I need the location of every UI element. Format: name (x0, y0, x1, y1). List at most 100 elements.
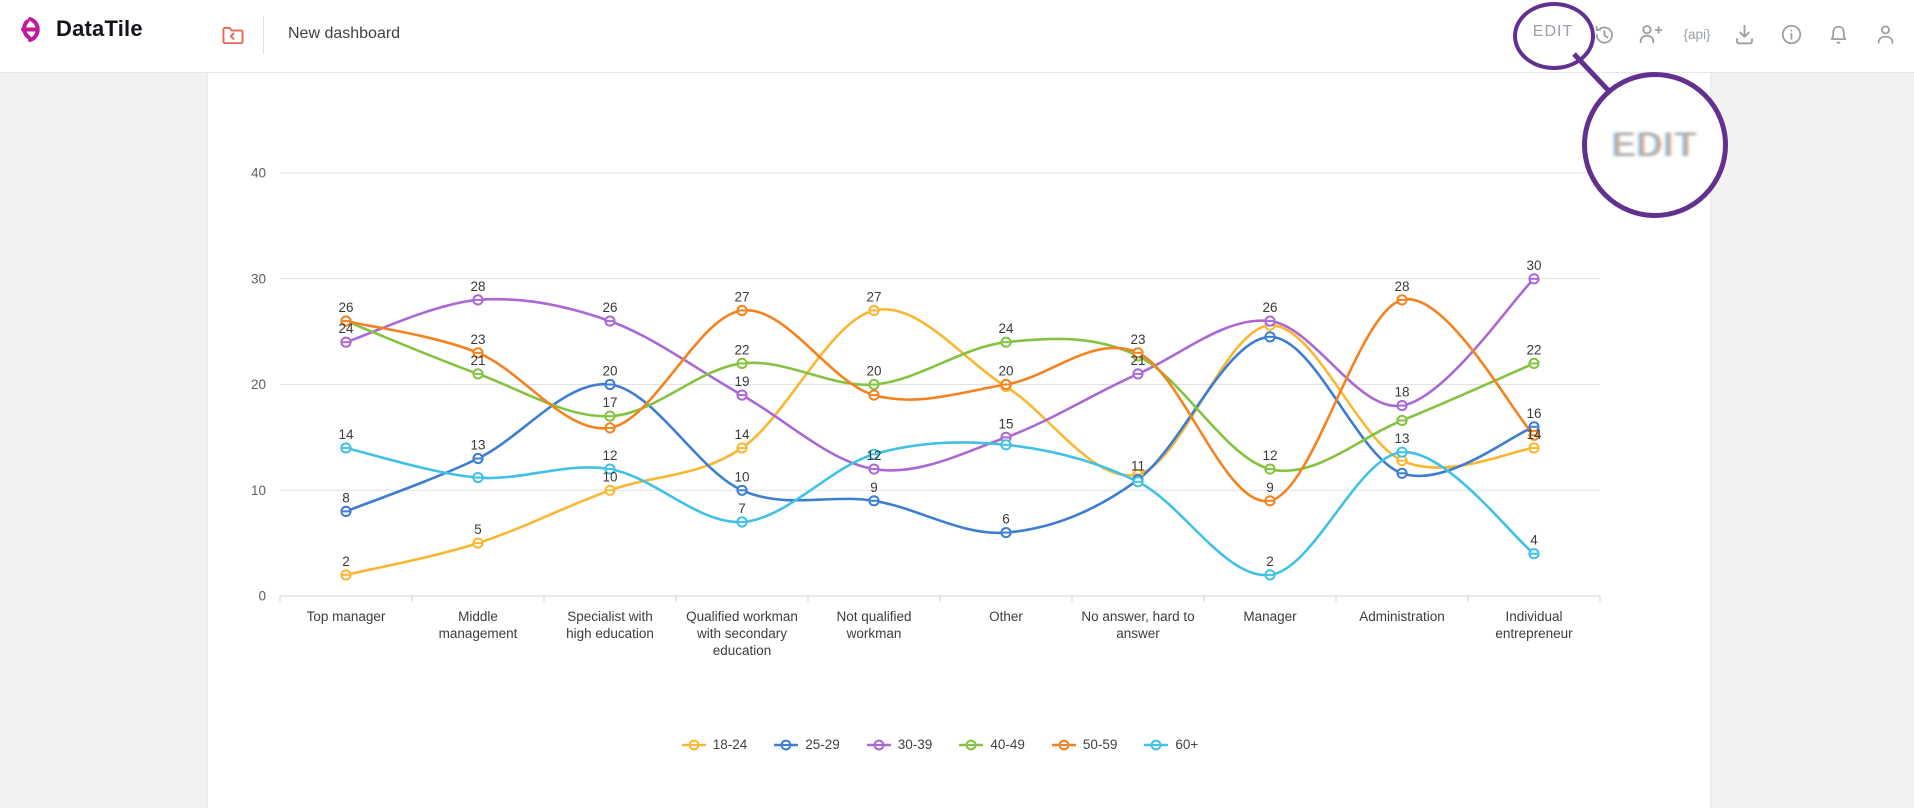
y-axis-label: 30 (251, 271, 266, 286)
data-label: 4 (1530, 533, 1538, 548)
user-icon (1877, 24, 1893, 44)
notifications-button[interactable] (1825, 21, 1851, 47)
category-label: Not qualified (836, 609, 911, 624)
data-label: 28 (1394, 279, 1409, 294)
category-label: Top manager (307, 609, 386, 624)
data-label: 12 (866, 448, 881, 463)
edit-button[interactable]: EDIT (1522, 18, 1584, 46)
legend-marker-icon (959, 739, 984, 750)
app-logo[interactable]: DataTile (20, 14, 143, 44)
back-to-folder-button[interactable] (220, 22, 246, 48)
chart-legend: 18-24 25-29 30-39 40-49 50-59 60+ (280, 737, 1600, 752)
y-axis-label: 20 (251, 377, 266, 392)
folder-back-icon (222, 27, 244, 45)
data-label: 26 (602, 300, 617, 315)
header-toolbar: {api} (1590, 21, 1898, 47)
data-label: 2 (342, 554, 350, 569)
add-user-icon (1639, 25, 1663, 44)
legend-item-60+[interactable]: 60+ (1144, 737, 1198, 752)
data-label: 28 (470, 279, 485, 294)
series-line-30-39[interactable] (345, 277, 1535, 472)
category-label: Individual (1505, 609, 1562, 624)
data-label: 13 (1394, 431, 1409, 446)
legend-item-30-39[interactable]: 30-39 (866, 737, 933, 752)
download-button[interactable] (1731, 21, 1757, 47)
info-button[interactable] (1778, 21, 1804, 47)
data-label: 19 (734, 374, 749, 389)
series-line-50-59[interactable] (345, 298, 1535, 503)
data-label: 8 (342, 490, 350, 505)
category-label: No answer, hard to (1081, 609, 1194, 624)
category-label: answer (1116, 626, 1160, 641)
data-label: 26 (338, 300, 353, 315)
legend-marker-icon (681, 739, 706, 750)
legend-label: 25-29 (805, 737, 840, 752)
legend-item-25-29[interactable]: 25-29 (774, 737, 840, 752)
category-label: Specialist with (567, 609, 653, 624)
data-label: 9 (870, 480, 878, 495)
data-label: 22 (734, 342, 749, 357)
data-label: 6 (1002, 512, 1010, 527)
legend-label: 50-59 (1082, 737, 1118, 752)
legend-label: 18-24 (712, 737, 748, 752)
data-label: 20 (998, 364, 1013, 379)
datatile-logo-icon (21, 17, 40, 42)
api-icon: {api} (1683, 26, 1711, 42)
page-title[interactable]: New dashboard (288, 25, 401, 42)
category-label: management (439, 626, 518, 641)
data-label: 26 (1262, 300, 1277, 315)
data-label: 9 (1266, 480, 1274, 495)
app-header: DataTile New dashboard EDIT (0, 0, 1914, 73)
logo-text: DataTile (56, 16, 143, 41)
data-label: 21 (1130, 353, 1145, 368)
history-button[interactable] (1590, 21, 1616, 47)
history-icon (1595, 25, 1613, 43)
data-label: 12 (1262, 448, 1277, 463)
data-label: 27 (734, 290, 749, 305)
category-label: education (713, 643, 772, 658)
y-axis-label: 40 (251, 166, 266, 181)
info-icon (1781, 24, 1801, 44)
data-label: 16 (1526, 406, 1541, 421)
data-label: 14 (338, 427, 354, 442)
data-label: 14 (1526, 427, 1542, 442)
y-axis-label: 0 (258, 589, 266, 604)
line-chart[interactable]: 0 10 20 30 40 Top manager Middle management Spec… (208, 73, 1710, 808)
series-line-60+[interactable] (345, 441, 1535, 577)
add-user-button[interactable] (1637, 21, 1663, 47)
legend-marker-icon (774, 739, 799, 750)
data-label: 27 (866, 290, 881, 305)
legend-label: 30-39 (897, 737, 933, 752)
data-label: 11 (1131, 459, 1145, 474)
data-label: 24 (998, 321, 1014, 336)
api-button[interactable]: {api} (1683, 21, 1711, 47)
data-label: 17 (602, 395, 617, 410)
data-label: 23 (470, 332, 485, 347)
header-divider (263, 16, 264, 54)
data-label: 20 (602, 364, 617, 379)
data-label: 15 (998, 416, 1013, 431)
data-label: 22 (1526, 342, 1541, 357)
data-label: 18 (1394, 385, 1409, 400)
data-label: 10 (734, 469, 749, 484)
legend-item-50-59[interactable]: 50-59 (1051, 737, 1118, 752)
legend-item-18-24[interactable]: 18-24 (681, 737, 748, 752)
download-icon (1735, 24, 1753, 44)
data-label: 5 (474, 522, 482, 537)
category-label: workman (846, 626, 902, 641)
profile-button[interactable] (1872, 21, 1898, 47)
data-label: 2 (1266, 554, 1274, 569)
category-label: Administration (1359, 609, 1445, 624)
legend-item-40-49[interactable]: 40-49 (959, 737, 1025, 752)
legend-marker-icon (1051, 739, 1076, 750)
data-label: 21 (470, 353, 485, 368)
data-label: 20 (866, 364, 881, 379)
series-line-25-29[interactable] (345, 335, 1535, 535)
category-label: high education (566, 626, 654, 641)
category-label: Other (989, 609, 1023, 624)
data-label: 10 (602, 469, 617, 484)
data-label: 12 (602, 448, 617, 463)
data-label: 13 (470, 438, 485, 453)
category-label: Manager (1243, 609, 1297, 624)
dashboard-tile: 0 10 20 30 40 Top manager Middle management Spec… (208, 73, 1710, 808)
